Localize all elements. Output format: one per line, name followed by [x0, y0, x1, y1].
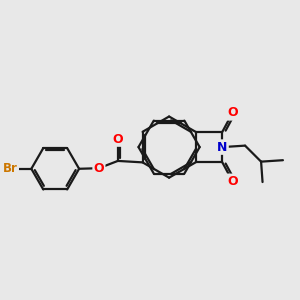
Text: O: O [94, 162, 104, 175]
Text: O: O [227, 175, 238, 188]
Text: O: O [227, 106, 238, 119]
Text: Br: Br [3, 162, 18, 175]
Text: N: N [217, 141, 227, 154]
Text: O: O [112, 133, 123, 146]
